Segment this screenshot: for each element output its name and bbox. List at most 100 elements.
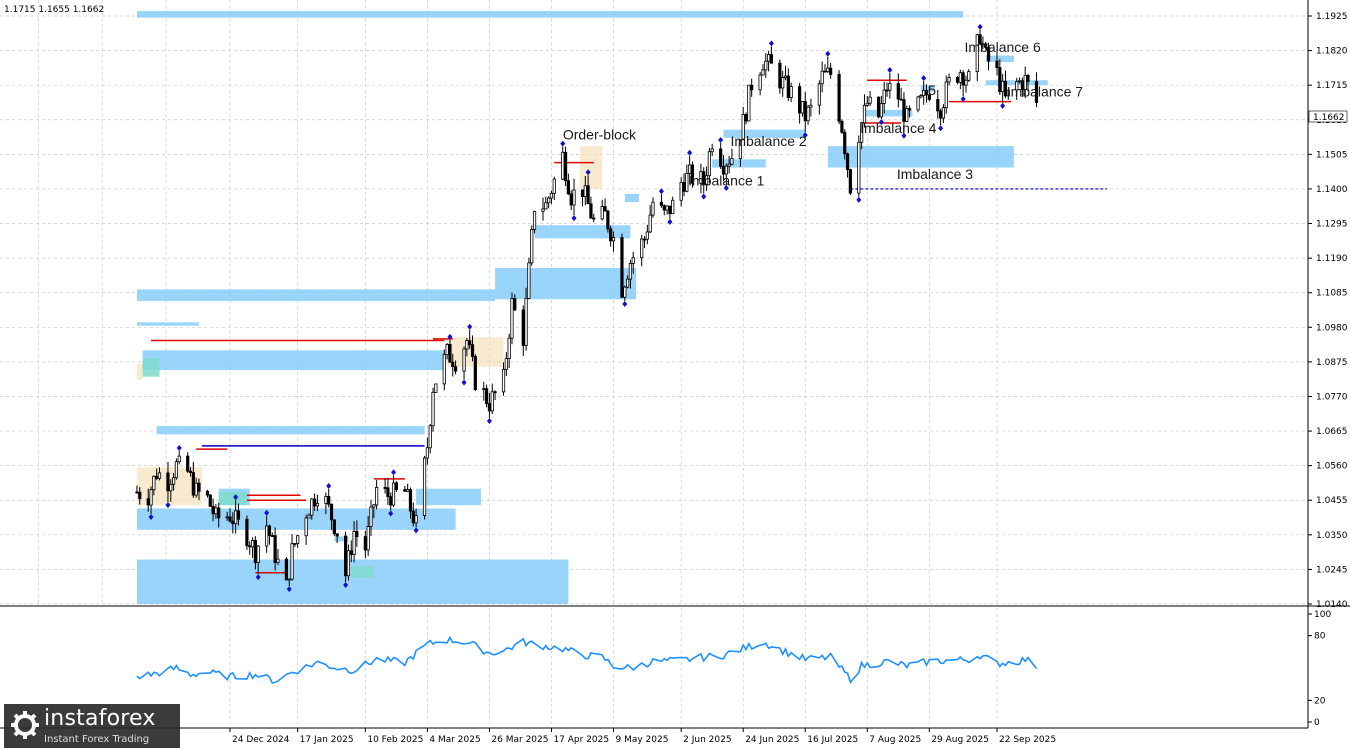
candle-bear: [197, 482, 201, 492]
price-tick-label: 1.1820: [1316, 47, 1348, 57]
zone-blue: [136, 322, 199, 326]
annotation-label: 5: [928, 82, 936, 98]
candle-bull: [375, 487, 379, 506]
candle-bull: [789, 86, 793, 99]
candle-bull: [640, 238, 644, 259]
annotation-label: Imbalance 2: [730, 133, 806, 149]
fractal-down: [1000, 102, 1006, 109]
candle-bull: [817, 83, 821, 106]
candle-bear: [155, 475, 159, 479]
fractal-up: [718, 136, 724, 143]
candle-bear: [335, 533, 339, 537]
candle-bull: [369, 506, 373, 527]
candle-bear: [1003, 80, 1008, 97]
candle-bear: [586, 185, 590, 205]
zone-blue: [712, 159, 766, 168]
time-tick-label: 22 Sep 2025: [999, 735, 1056, 745]
fractal-down: [571, 215, 577, 222]
candle-bull: [157, 472, 162, 479]
candle-bear: [939, 110, 943, 119]
candle-bear: [986, 47, 991, 62]
candle-bear: [166, 472, 170, 492]
candle-bull: [293, 543, 297, 545]
fractal-up: [391, 469, 397, 476]
time-tick-label: 10 Feb 2025: [367, 735, 423, 745]
fractal-up: [977, 23, 983, 30]
candle-bull: [905, 108, 909, 122]
zone-blue: [142, 350, 445, 371]
fractal-up: [585, 169, 591, 176]
fractal-down: [723, 184, 729, 191]
candle-bear: [344, 535, 348, 577]
candle-bull: [685, 172, 689, 192]
candle-bear: [659, 201, 664, 206]
candle-bull: [625, 278, 630, 288]
candle-bear: [642, 238, 647, 241]
grid: [0, 0, 1308, 724]
candle-bear: [191, 472, 195, 496]
candle-bull: [501, 368, 506, 393]
zone-blue: [864, 109, 913, 117]
time-tick-label: 24 Dec 2024: [232, 735, 290, 745]
fractal-down: [960, 95, 966, 102]
candle-bear: [569, 193, 573, 206]
fractal-up: [176, 444, 182, 451]
candle-bear: [270, 535, 274, 537]
candle-bear: [408, 489, 413, 512]
time-tick-label: 4 Mar 2025: [429, 735, 480, 745]
candle-bull: [809, 104, 813, 108]
candle-bull: [704, 175, 709, 185]
oscillator-line: [136, 635, 1038, 685]
price-tick-label: 1.1295: [1316, 220, 1348, 230]
candle-bear: [702, 171, 706, 185]
candle-bear: [389, 496, 393, 506]
candle-bear: [487, 403, 492, 412]
candle-bull: [431, 391, 435, 427]
candle-bear: [448, 344, 452, 363]
candle-bear: [1026, 75, 1030, 82]
candle-bear: [750, 84, 754, 91]
price-levels: [151, 79, 1107, 574]
candle-bear: [355, 531, 359, 538]
candle-bear: [329, 503, 334, 521]
fractal-down: [622, 301, 628, 308]
candle-bull: [671, 199, 675, 215]
candle-bull: [761, 69, 765, 76]
candle-bull: [507, 337, 511, 359]
candle-bear: [566, 180, 570, 195]
fractal-down: [802, 132, 808, 139]
candle-bull: [651, 201, 655, 216]
zone-blue: [534, 225, 631, 239]
candle-bull: [623, 286, 627, 298]
candle-bull: [868, 96, 872, 104]
zone-blue: [156, 426, 425, 435]
fractal-down: [286, 586, 292, 593]
candle-bear: [798, 86, 802, 114]
candle-bull: [422, 457, 427, 516]
candle-bull: [549, 192, 554, 199]
candle-bear: [1034, 81, 1039, 103]
candle-bull: [862, 104, 867, 124]
candle-bull: [490, 391, 494, 412]
time-tick-label: 2 Jun 2025: [683, 735, 731, 745]
candle-bull: [296, 535, 300, 544]
candle-bear: [253, 539, 257, 564]
time-tick-label: 29 Aug 2025: [931, 735, 989, 745]
candle-bull: [665, 205, 669, 211]
candle-bear: [984, 43, 988, 48]
zone-blue: [416, 488, 481, 506]
candle-bull: [307, 514, 311, 519]
price-tick-label: 1.0245: [1316, 565, 1348, 575]
candle-bear: [589, 203, 593, 219]
candle-bear: [211, 505, 215, 515]
candle-bull: [510, 298, 514, 339]
oscillator-pane: [136, 635, 1038, 685]
fractal-down: [165, 502, 171, 509]
candle-bull: [820, 70, 824, 85]
candle-bear: [606, 210, 610, 230]
logo-name: instaforex: [44, 706, 156, 731]
candle-bear: [521, 309, 525, 346]
candle-bull: [366, 526, 370, 551]
